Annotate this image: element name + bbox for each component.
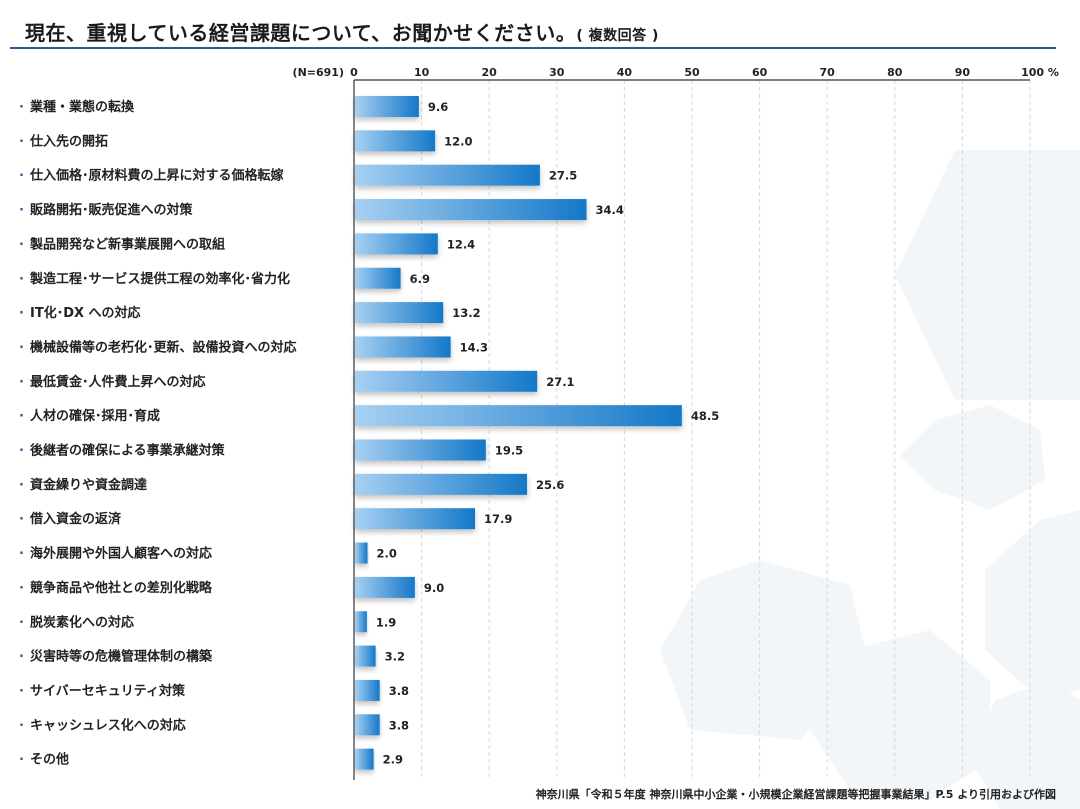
bar	[355, 439, 486, 461]
bar	[355, 336, 451, 358]
category-bullet: ·	[19, 512, 24, 527]
category-bullet: ·	[19, 718, 24, 733]
category-bullet: ·	[19, 753, 24, 768]
value-label: 17.9	[484, 512, 512, 526]
x-tick-label: 50	[684, 66, 700, 79]
category-bullet: ·	[19, 306, 24, 321]
page-title: 現在、重視している経営課題について、お聞かせください。( 複数回答 )	[25, 17, 659, 46]
bar	[355, 508, 476, 530]
value-label: 1.9	[376, 615, 396, 629]
x-tick-label: 70	[820, 66, 836, 79]
category-label: キャッシュレス化への対応	[30, 717, 186, 733]
category-bullet: ·	[19, 650, 24, 665]
value-label: 3.2	[385, 650, 405, 664]
category-bullet: ·	[19, 340, 24, 355]
category-bullet: ·	[19, 203, 24, 218]
category-label: 海外展開や外国人顧客への対応	[30, 546, 212, 562]
title-sub: ( 複数回答 )	[576, 28, 659, 44]
title-main: 現在、重視している経営課題について、お聞かせください。	[25, 21, 577, 45]
value-label: 12.0	[444, 134, 472, 148]
n-label: (N=691)	[293, 66, 344, 79]
x-tick-label: 80	[887, 66, 903, 79]
source-note: 神奈川県「令和５年度 神奈川県中小企業・小規模企業経営課題等把握事業結果」P.5…	[535, 788, 1056, 801]
category-bullet: ·	[19, 237, 24, 252]
x-tick-label: 90	[955, 66, 971, 79]
value-label: 2.0	[377, 547, 397, 561]
value-label: 3.8	[389, 684, 409, 698]
bar	[355, 542, 368, 564]
bar	[355, 405, 682, 427]
bar	[355, 199, 587, 221]
value-label: 13.2	[452, 306, 480, 320]
value-label: 27.5	[549, 169, 577, 183]
bar	[355, 130, 436, 152]
bar	[355, 96, 419, 117]
bar	[355, 233, 438, 255]
category-bullet: ·	[19, 134, 24, 149]
x-tick-label: 40	[617, 66, 633, 79]
category-label: 借入資金の返済	[29, 511, 122, 527]
category-label: 人材の確保･採用･育成	[30, 408, 160, 424]
category-label: 仕入価格･原材料費の上昇に対する価格転嫁	[29, 168, 284, 184]
bar	[355, 679, 380, 701]
category-label: 競争商品や他社との差別化戦略	[30, 580, 213, 596]
bar	[355, 164, 540, 186]
category-label: サイバーセキュリティ対策	[30, 683, 186, 699]
category-bullet: ·	[19, 547, 24, 562]
category-label: 製品開発など新事業展開への取組	[29, 236, 225, 252]
bar	[355, 748, 374, 770]
value-label: 25.6	[536, 478, 564, 492]
category-label: 製造工程･サービス提供工程の効率化･省力化	[29, 271, 290, 287]
category-bullet: ·	[19, 409, 24, 424]
bar	[355, 576, 415, 598]
value-label: 48.5	[691, 409, 719, 423]
category-label: 業種・業態の転換	[29, 99, 135, 115]
x-tick-label: 10	[414, 66, 430, 79]
bar	[355, 645, 376, 667]
category-bullet: ·	[19, 444, 24, 459]
x-tick-label: 0	[350, 66, 358, 79]
category-bullet: ·	[19, 169, 24, 184]
category-bullet: ·	[19, 478, 24, 493]
category-bullet: ·	[19, 100, 24, 115]
category-label: IT化･DX への対応	[30, 305, 141, 321]
x-tick-label: 30	[549, 66, 565, 79]
x-tick-label: 60	[752, 66, 768, 79]
category-label: 後継者の確保による事業承継対策	[30, 443, 226, 459]
value-label: 19.5	[495, 444, 523, 458]
value-label: 2.9	[383, 753, 403, 767]
category-bullet: ·	[19, 272, 24, 287]
bar	[355, 267, 401, 289]
value-label: 27.1	[546, 375, 574, 389]
category-bullet: ·	[19, 581, 24, 596]
value-label: 9.0	[424, 581, 444, 595]
category-label: その他	[30, 752, 69, 768]
bar	[355, 611, 367, 633]
bar	[355, 370, 538, 392]
category-label: 資金繰りや資金調達	[30, 477, 147, 493]
category-label: 仕入先の開拓	[29, 133, 108, 149]
category-label: 機械設備等の老朽化･更新、設備投資への対応	[30, 339, 297, 355]
category-label: 販路開拓･販売促進への対策	[30, 202, 194, 218]
category-bullet: ·	[19, 684, 24, 699]
category-label: 最低賃金･人件費上昇への対応	[30, 374, 206, 390]
value-label: 34.4	[596, 203, 624, 217]
bar	[355, 714, 380, 736]
category-label: 脱炭素化への対応	[30, 614, 134, 630]
bar	[355, 473, 528, 495]
value-label: 6.9	[410, 272, 430, 286]
value-label: 3.8	[389, 718, 409, 732]
title-underline	[10, 47, 1056, 49]
bar	[355, 302, 444, 324]
category-bullet: ·	[19, 375, 24, 390]
value-label: 9.6	[428, 100, 448, 114]
value-label: 14.3	[460, 340, 488, 354]
x-tick-label: 100 %	[1021, 66, 1059, 79]
value-label: 12.4	[447, 237, 475, 251]
category-label: 災害時等の危機管理体制の構築	[30, 649, 213, 665]
category-bullet: ·	[19, 615, 24, 630]
x-tick-label: 20	[482, 66, 498, 79]
